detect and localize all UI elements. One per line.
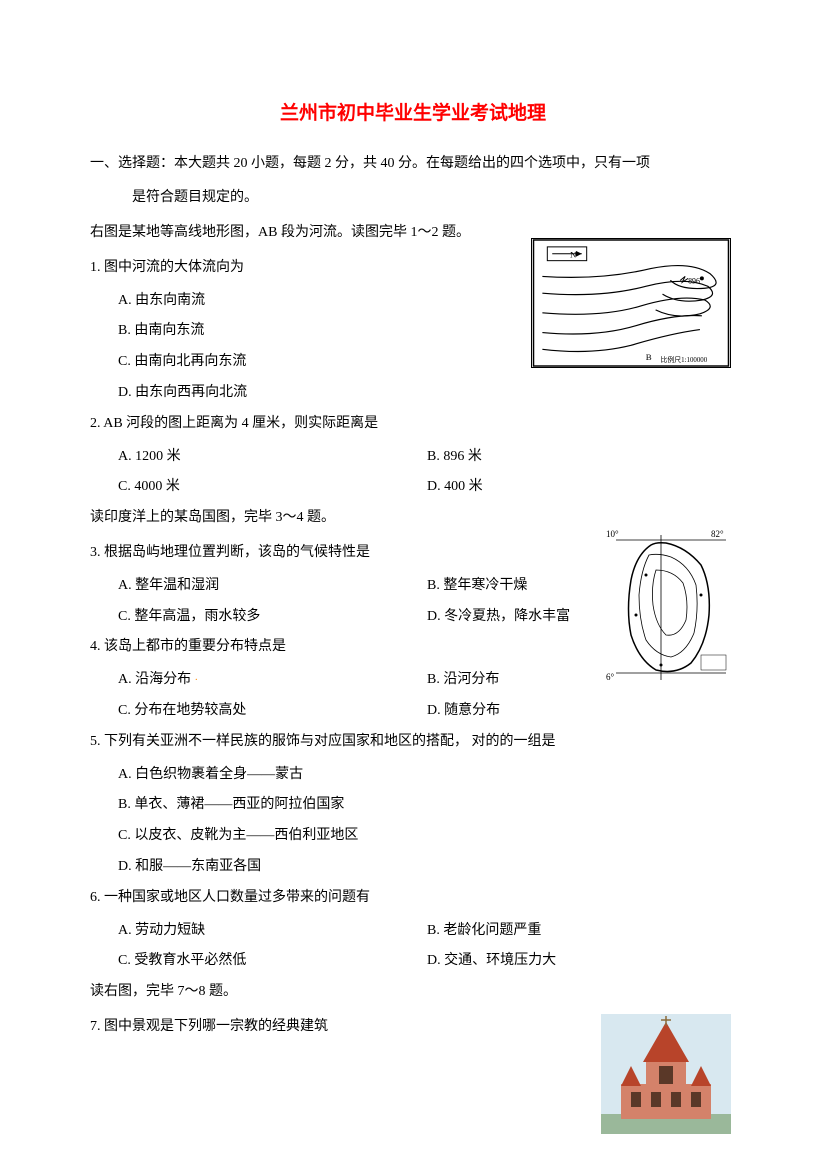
section-1-heading: 一、选择题：本大题共 20 小题，每题 2 分，共 40 分。在每题给出的四个选… — [90, 149, 736, 180]
q6-option-b: B. 老龄化问题严重 — [427, 916, 736, 947]
section-1-heading-cont: 是符合题目规定的。 — [90, 183, 736, 214]
lat-top: 10° — [606, 529, 619, 539]
figure-church-building — [601, 1014, 731, 1134]
q3-option-c: C. 整年高温，雨水较多 — [118, 602, 427, 633]
q5-option-b: B. 单衣、薄裙——西亚的阿拉伯国家 — [118, 790, 736, 821]
q5-option-a: A. 白色织物裹着全身——蒙古 — [118, 760, 736, 791]
question-6: 6. 一种国家或地区人口数量过多带来的问题有 — [90, 883, 736, 914]
q4-option-c: C. 分布在地势较高处 — [118, 696, 427, 727]
lon-right: 82° — [711, 529, 724, 539]
figure-contour-map: N 896 B 比例尺1:100000 — [531, 238, 731, 368]
q4-option-a: A. 沿海分布 · — [118, 665, 427, 696]
q2-option-a: A. 1200 米 — [118, 442, 427, 473]
q1-option-d: D. 由东向西再向北流 — [118, 378, 736, 409]
figure-island-map: 10° 82° 6° — [601, 525, 731, 685]
q6-option-a: A. 劳动力短缺 — [118, 916, 427, 947]
q2-option-b: B. 896 米 — [427, 442, 736, 473]
north-label: N — [570, 250, 577, 260]
question-2: 2. AB 河段的图上距离为 4 厘米，则实际距离是 — [90, 409, 736, 440]
exam-title: 兰州市初中毕业生学业考试地理 — [90, 100, 736, 129]
scale-label: 比例尺1:100000 — [661, 355, 708, 364]
point-b-label: B — [646, 352, 652, 362]
q5-option-d: D. 和服——东南亚各国 — [118, 852, 736, 883]
q2-option-c: C. 4000 米 — [118, 472, 427, 503]
q6-option-d: D. 交通、环境压力大 — [427, 946, 736, 977]
peak-label: 896 — [688, 276, 700, 285]
q3-option-a: A. 整年温和湿润 — [118, 571, 427, 602]
dot-marker: · — [195, 675, 198, 686]
q5-option-c: C. 以皮衣、皮靴为主——西伯利亚地区 — [118, 821, 736, 852]
q6-option-c: C. 受教育水平必然低 — [118, 946, 427, 977]
instruction-3: 读右图，完毕 7～8 题。 — [90, 977, 736, 1008]
q2-option-d: D. 400 米 — [427, 472, 736, 503]
q4-option-d: D. 随意分布 — [427, 696, 736, 727]
lat-bottom: 6° — [606, 672, 615, 682]
question-5: 5. 下列有关亚洲不一样民族的服饰与对应国家和地区的搭配， 对的的一组是 — [90, 727, 736, 758]
